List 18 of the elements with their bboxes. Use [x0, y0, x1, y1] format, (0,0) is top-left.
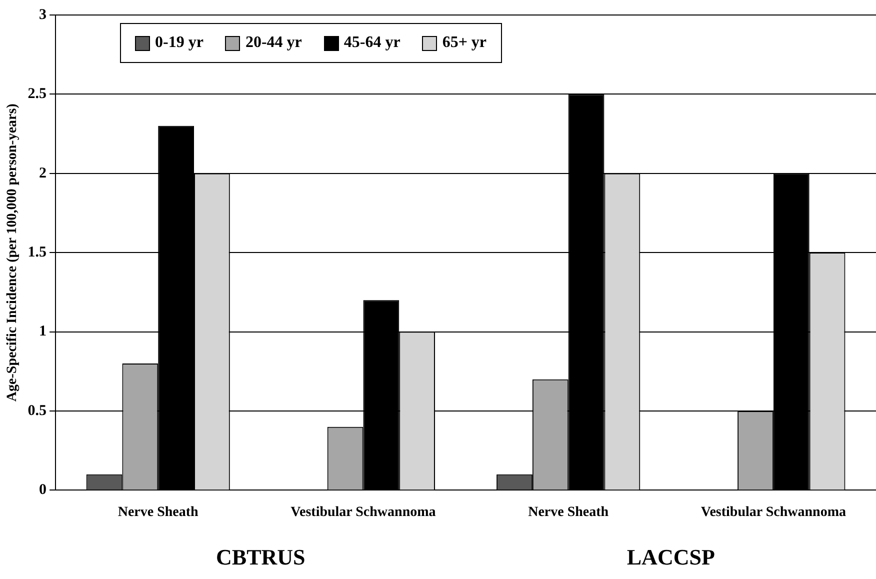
- y-tick-label: 1.5: [28, 244, 47, 260]
- x-tick-label: Nerve Sheath: [118, 505, 199, 520]
- y-tick-label: 3: [39, 6, 47, 23]
- x-tick-label: Vestibular Schwannoma: [700, 505, 846, 520]
- y-tick-label: 0.5: [28, 402, 47, 419]
- legend-label: 0-19 yr: [155, 34, 204, 52]
- legend-label: 65+ yr: [442, 34, 487, 52]
- legend-label: 20-44 yr: [245, 34, 302, 52]
- y-axis-title: Age-Specific Incidence (per 100,000 person-years): [5, 103, 20, 402]
- x-tick-label: Nerve Sheath: [528, 505, 609, 520]
- x-tick-label: Vestibular Schwannoma: [290, 505, 436, 520]
- text: CBTRUS: [216, 544, 306, 570]
- legend-label: 45-64 yr: [344, 34, 400, 52]
- text: LACCSP: [626, 544, 715, 570]
- y-tick-label: 2.5: [28, 86, 47, 102]
- y-tick-label: 2: [39, 165, 47, 182]
- y-tick-label: 0: [39, 482, 47, 498]
- y-tick-label: 1: [39, 324, 47, 340]
